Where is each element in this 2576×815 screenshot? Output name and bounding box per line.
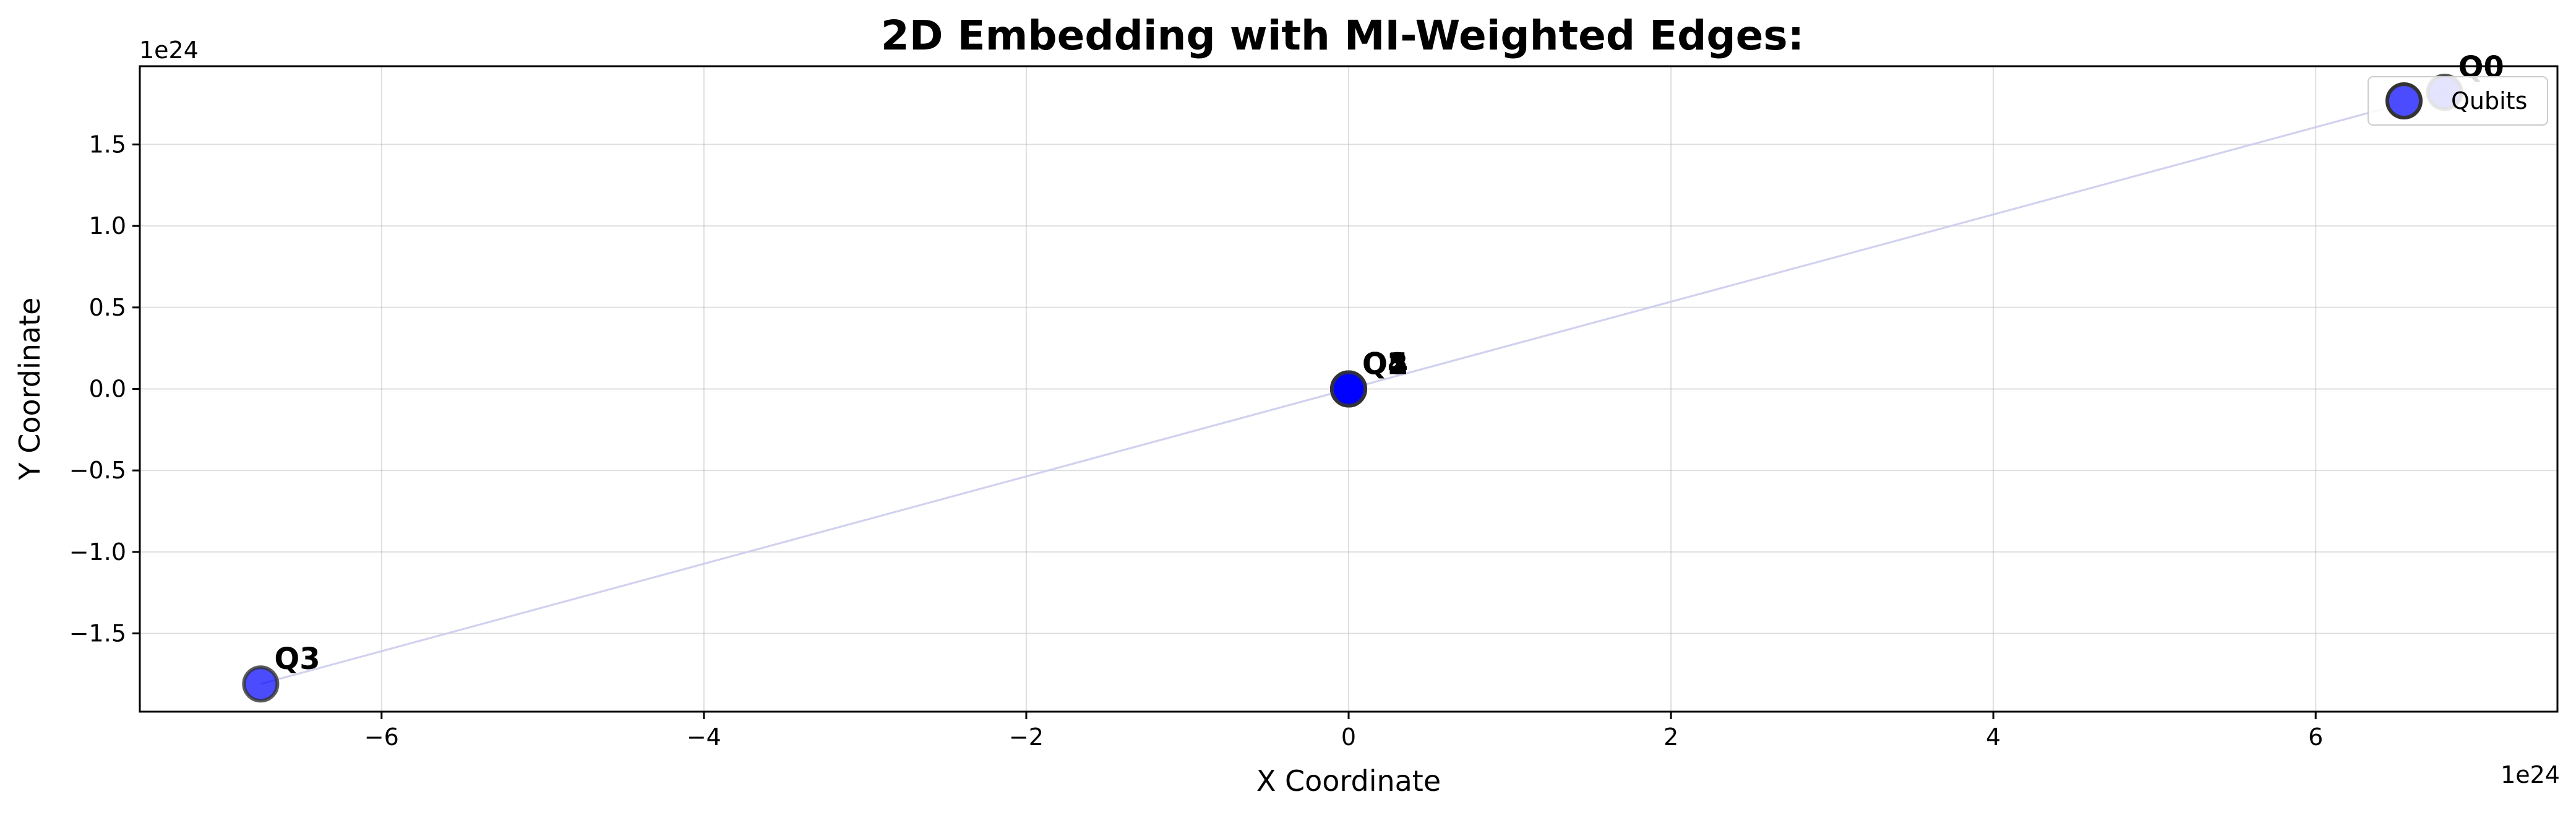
mi-edge xyxy=(260,388,1349,685)
y-tick-label: −1.5 xyxy=(69,620,126,647)
y-tick-label: 1.5 xyxy=(89,131,126,158)
x-tick-label: 4 xyxy=(1986,723,2001,751)
axis-ticks: −6 −4 −2 0 2 4 6 −1.5 −1.0 −0.5 0.0 0.5 1.0 1.5 xyxy=(69,131,2324,751)
x-tick-label: 0 xyxy=(1341,723,1356,751)
x-tick-label: 6 xyxy=(2308,723,2323,751)
y-axis-label: Y Coordinate xyxy=(13,298,46,481)
mi-edge xyxy=(1348,91,2445,390)
mi-edge xyxy=(260,388,1349,685)
x-tick-label: −6 xyxy=(364,723,399,751)
mi-edge xyxy=(260,388,1349,685)
qubit-label-q3: Q3 xyxy=(274,642,320,676)
mi-edge xyxy=(1348,91,2445,390)
y-offset-label: 1e24 xyxy=(139,37,199,64)
legend-entry-qubits: Qubits xyxy=(2451,87,2527,114)
qubit-label-q2: Q2 xyxy=(1362,347,1408,382)
legend-marker-icon xyxy=(2385,82,2423,119)
mi-edge xyxy=(1348,91,2445,390)
grid-lines xyxy=(140,66,2557,712)
y-tick-label: −1.0 xyxy=(69,538,126,566)
y-tick-label: 0.5 xyxy=(89,294,126,321)
mi-edge xyxy=(260,388,1349,685)
qubit-label-q5: Q5 xyxy=(1362,347,1408,382)
x-tick-label: −4 xyxy=(687,723,721,751)
x-axis-label: X Coordinate xyxy=(1256,764,1441,798)
y-tick-label: −0.5 xyxy=(69,457,126,484)
x-tick-label: −2 xyxy=(1009,723,1044,751)
qubit-label-q1: Q1 xyxy=(1362,347,1408,382)
qubit-point-q5 xyxy=(1330,370,1367,408)
legend: Qubits xyxy=(2368,76,2548,126)
y-tick-label: 0.0 xyxy=(89,376,126,403)
qubit-point-q3 xyxy=(242,665,280,703)
mi-edge xyxy=(1348,91,2445,390)
qubit-label-q4: Q4 xyxy=(1362,347,1408,382)
x-offset-label: 1e24 xyxy=(2501,761,2560,788)
x-tick-label: 2 xyxy=(1664,723,1678,751)
chart-title: 2D Embedding with MI-Weighted Edges: xyxy=(881,12,1804,59)
y-tick-label: 1.0 xyxy=(89,212,126,239)
